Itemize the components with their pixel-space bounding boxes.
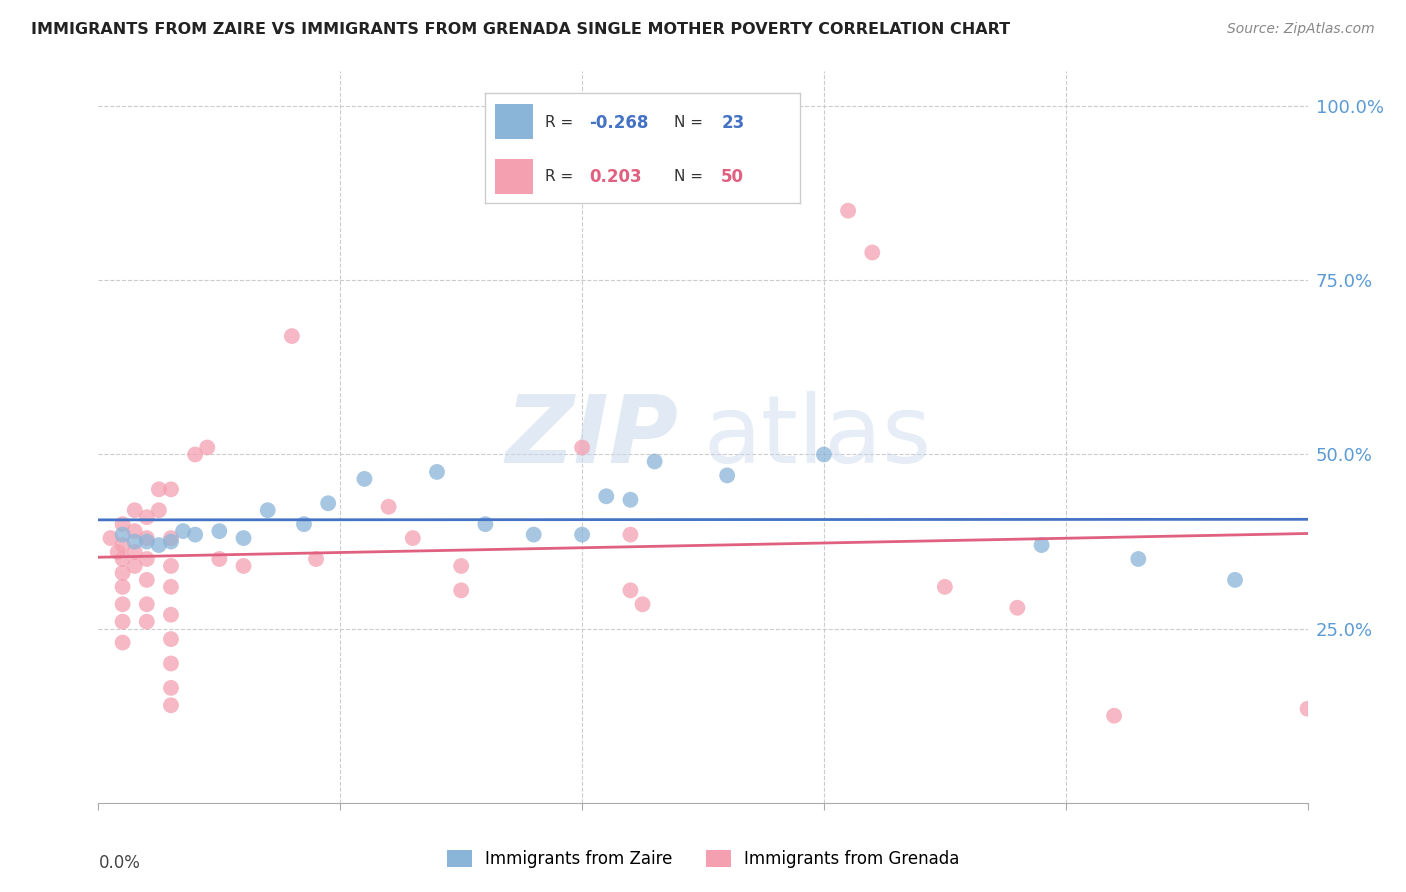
Point <box>148 483 170 497</box>
Point <box>124 534 146 549</box>
Point <box>124 558 146 573</box>
Point <box>813 448 835 462</box>
Point <box>450 558 472 573</box>
Legend: Immigrants from Zaire, Immigrants from Grenada: Immigrants from Zaire, Immigrants from G… <box>440 844 966 875</box>
Point <box>111 527 134 541</box>
Point <box>111 597 134 611</box>
Point <box>305 552 328 566</box>
Point <box>100 531 122 545</box>
Point <box>160 632 183 646</box>
Point <box>111 552 134 566</box>
Point <box>716 468 738 483</box>
Point <box>160 558 183 573</box>
Point <box>148 503 170 517</box>
Point <box>208 524 231 538</box>
Point <box>523 527 546 541</box>
Point <box>172 524 194 538</box>
Point <box>1296 702 1319 716</box>
Point <box>124 524 146 538</box>
Point <box>160 534 183 549</box>
Point <box>148 538 170 552</box>
Point <box>111 517 134 532</box>
Point <box>353 472 375 486</box>
Point <box>1223 573 1246 587</box>
Point <box>1031 538 1053 552</box>
Point <box>619 492 641 507</box>
Point <box>184 527 207 541</box>
Point <box>160 657 183 671</box>
Point <box>619 527 641 541</box>
Point <box>135 597 157 611</box>
Point <box>377 500 399 514</box>
Point <box>124 545 146 559</box>
Point <box>111 538 134 552</box>
Point <box>184 448 207 462</box>
Point <box>135 510 157 524</box>
Point <box>1007 600 1029 615</box>
Text: atlas: atlas <box>703 391 931 483</box>
Point <box>135 552 157 566</box>
Point <box>316 496 339 510</box>
Point <box>160 580 183 594</box>
Point <box>1128 552 1150 566</box>
Point <box>934 580 956 594</box>
Point <box>208 552 231 566</box>
Point <box>124 503 146 517</box>
Point <box>631 597 654 611</box>
Point <box>111 635 134 649</box>
Text: ZIP: ZIP <box>506 391 679 483</box>
Point <box>111 566 134 580</box>
Point <box>135 615 157 629</box>
Point <box>619 583 641 598</box>
Point <box>160 681 183 695</box>
Point <box>160 698 183 713</box>
Point <box>195 441 218 455</box>
Point <box>160 483 183 497</box>
Point <box>135 534 157 549</box>
Point <box>837 203 859 218</box>
Point <box>281 329 304 343</box>
Point <box>232 531 254 545</box>
Point <box>292 517 315 532</box>
Point <box>571 527 593 541</box>
Point <box>135 531 157 545</box>
Point <box>1102 708 1125 723</box>
Point <box>135 573 157 587</box>
Point <box>160 607 183 622</box>
Point <box>160 531 183 545</box>
Point <box>426 465 449 479</box>
Point <box>402 531 425 545</box>
Point <box>232 558 254 573</box>
Point <box>474 517 496 532</box>
Text: IMMIGRANTS FROM ZAIRE VS IMMIGRANTS FROM GRENADA SINGLE MOTHER POVERTY CORRELATI: IMMIGRANTS FROM ZAIRE VS IMMIGRANTS FROM… <box>31 22 1010 37</box>
Text: 0.0%: 0.0% <box>98 854 141 872</box>
Text: Source: ZipAtlas.com: Source: ZipAtlas.com <box>1227 22 1375 37</box>
Point <box>450 583 472 598</box>
Point <box>111 580 134 594</box>
Point <box>860 245 883 260</box>
Point <box>595 489 617 503</box>
Point <box>256 503 278 517</box>
Point <box>571 441 593 455</box>
Point <box>107 545 129 559</box>
Point <box>111 615 134 629</box>
Point <box>644 454 666 468</box>
